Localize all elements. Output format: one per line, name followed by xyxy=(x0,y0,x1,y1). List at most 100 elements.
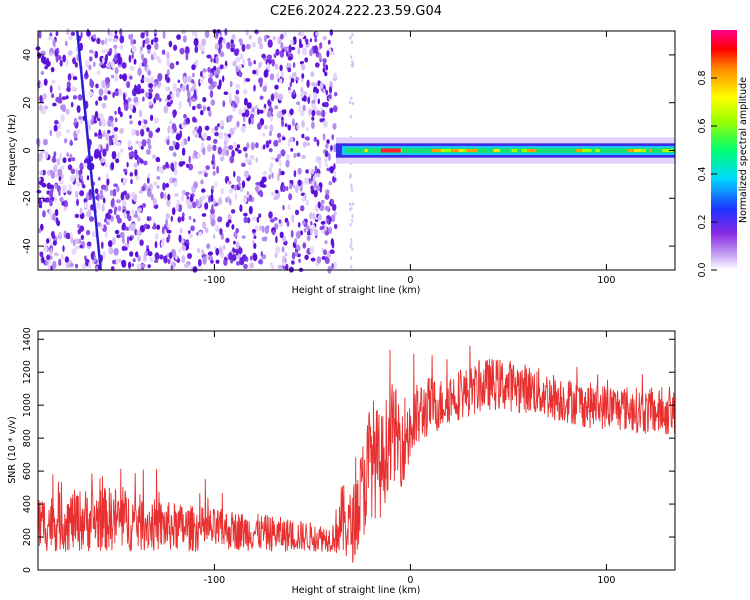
spectrogram-cell xyxy=(79,244,84,249)
spectrogram-cell xyxy=(233,141,237,148)
spectrogram-cell xyxy=(236,261,241,266)
spectrogram-cell xyxy=(298,258,301,263)
spectrogram-cell xyxy=(182,35,187,43)
spectrogram-cell xyxy=(162,31,166,39)
spectrogram-cell xyxy=(186,90,191,99)
spectrogram-cell xyxy=(278,219,282,224)
spectrogram-cell xyxy=(213,234,216,239)
spectrogram-cell xyxy=(185,52,189,61)
spectrogram-cell xyxy=(267,39,273,48)
spectrogram-cell xyxy=(172,110,176,119)
spectrogram-cell xyxy=(334,223,338,230)
spectrogram-cell xyxy=(277,138,282,143)
spectrogram-cell xyxy=(350,40,353,45)
spectrogram-cell xyxy=(212,214,216,219)
spectrogram-cell xyxy=(88,189,92,197)
spectrogram-cell xyxy=(150,193,154,201)
spectrogram-cell xyxy=(256,216,260,223)
spectrogram-cell xyxy=(170,215,173,222)
spectrogram-cell xyxy=(89,80,95,88)
signal-band-peak xyxy=(521,149,527,152)
spectrogram-cell xyxy=(325,256,328,264)
spectrogram-cell xyxy=(299,205,305,212)
spectrogram-cell xyxy=(324,101,329,108)
spectrogram-cell xyxy=(72,57,76,65)
spectrogram-cell xyxy=(102,57,105,64)
spectrogram-cell xyxy=(206,54,212,59)
spectrogram-cell xyxy=(122,222,126,227)
spectrogram-cell xyxy=(322,61,326,68)
spectrogram-cell xyxy=(92,34,97,39)
spectrogram-cell xyxy=(96,37,101,45)
spectrogram-cell xyxy=(129,120,133,125)
spectrogram-cell xyxy=(141,203,147,208)
spectrogram-cell xyxy=(169,91,172,96)
spectrogram-cell xyxy=(133,162,138,168)
spectrogram-cell xyxy=(273,217,278,221)
spectrogram-cell xyxy=(100,157,106,163)
spectrogram-cell xyxy=(255,182,261,186)
spectrogram-cell xyxy=(128,34,132,40)
spectrogram-cell xyxy=(39,170,44,176)
spectrogram-cell xyxy=(168,40,173,48)
spectrogram-cell xyxy=(175,89,180,98)
spectrogram-cell xyxy=(280,170,285,176)
spectrogram-cell xyxy=(126,161,129,168)
spectrogram-cell xyxy=(107,90,111,95)
spectrogram-cell xyxy=(228,145,234,150)
spectrogram-cell xyxy=(252,253,258,262)
spectrogram-cell xyxy=(98,96,103,102)
spectrogram-cell xyxy=(115,158,120,164)
spectrogram-cell xyxy=(233,170,236,178)
spectrogram-cell xyxy=(295,231,301,239)
spectrogram-cell xyxy=(227,219,232,224)
spectrogram-cell xyxy=(85,60,90,68)
spectrogram-cell xyxy=(223,144,228,151)
spectrogram-cell xyxy=(45,197,49,203)
spectrogram-cell xyxy=(50,247,53,256)
spectrogram-cell xyxy=(206,135,212,141)
spectrogram-cell xyxy=(241,112,246,118)
spectrogram-cell xyxy=(101,119,107,127)
spectrogram-cell xyxy=(228,252,233,261)
spectrogram-cell xyxy=(296,77,300,81)
spectrogram-cell xyxy=(297,167,302,175)
spectrogram-cell xyxy=(146,149,151,155)
spectrogram-cell xyxy=(184,263,189,269)
spectrogram-cell xyxy=(229,156,235,164)
spectrogram-cell xyxy=(193,181,198,189)
spectrogram-cell xyxy=(154,232,159,240)
spectrogram-cell xyxy=(297,179,302,187)
spectrogram-cell xyxy=(92,51,96,56)
spectrogram-cell xyxy=(272,229,276,236)
spectrogram-cell xyxy=(142,124,147,130)
spectrogram-cell xyxy=(117,56,121,66)
spectrogram-cell xyxy=(181,147,186,156)
spectrogram-cell xyxy=(282,136,286,141)
x-tick-label: -100 xyxy=(204,275,226,286)
spectrogram-cell xyxy=(231,224,235,230)
spectrogram-cell xyxy=(271,58,276,67)
spectrogram-cell xyxy=(286,186,289,191)
signal-band-core xyxy=(345,148,675,153)
spectrogram-cell xyxy=(53,151,57,158)
spectrogram-cell xyxy=(176,199,180,205)
spectrogram-cell xyxy=(141,53,144,61)
spectrogram-cell xyxy=(165,161,169,168)
spectrogram-cell xyxy=(255,185,259,194)
spectrogram-cell xyxy=(197,43,203,50)
spectrogram-cell xyxy=(146,189,152,198)
snr-line xyxy=(37,345,676,563)
spectrogram-cell xyxy=(146,224,150,230)
spectrogram-cell xyxy=(260,250,263,257)
spectrogram-cell xyxy=(219,228,223,236)
snr-panel: -100 0 100 0 200 400 600 800 1000 1200 1400 Heigh… xyxy=(7,327,676,596)
spectrogram-cell xyxy=(166,229,172,234)
spectrogram-cell xyxy=(136,230,140,236)
spectrogram-cell xyxy=(242,89,248,95)
spectrogram-cell xyxy=(41,182,47,188)
spectrogram-cell xyxy=(306,79,310,88)
spectrogram-cell xyxy=(184,46,190,55)
colorbar-label: Normalized spectral amplitude xyxy=(738,77,749,223)
spectrogram-cell xyxy=(350,238,353,242)
